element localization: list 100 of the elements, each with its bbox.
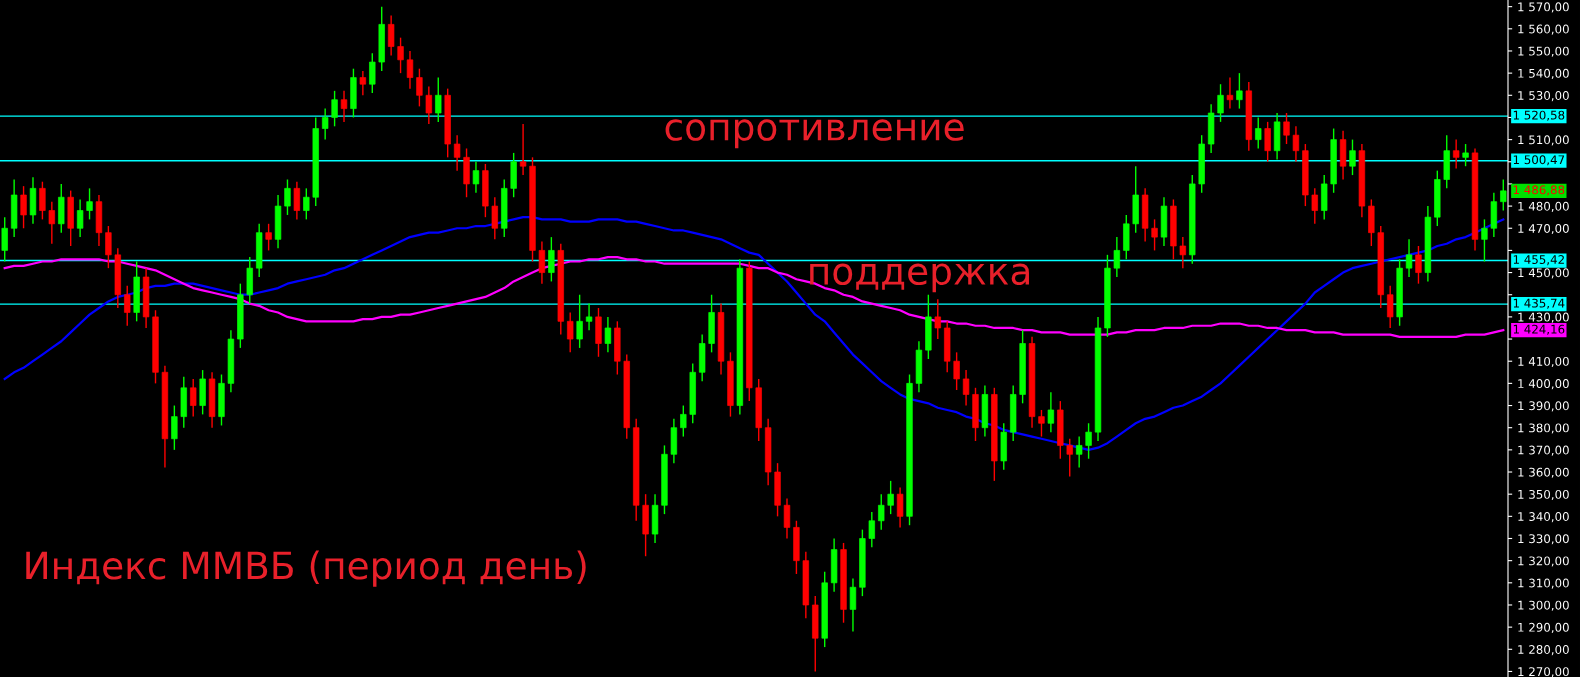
candlestick (953, 351, 960, 391)
candlestick (1066, 438, 1073, 478)
y-tick-label: 1 510,00 (1518, 135, 1569, 146)
candlestick (1387, 285, 1394, 329)
y-tick-label: 1 530,00 (1518, 91, 1569, 102)
text: 1 486,88 (1513, 185, 1565, 196)
ref-line-label: 1 435,74 (1513, 298, 1565, 309)
ref-line-label: 1 520,58 (1513, 110, 1565, 121)
y-tick-label: 1 560,00 (1518, 24, 1569, 35)
candlestick (878, 493, 885, 531)
candlestick (171, 404, 178, 451)
y-tick-label: 1 310,00 (1518, 578, 1569, 589)
y-tick-label: 1 270,00 (1518, 667, 1569, 677)
candlestick (369, 52, 376, 94)
annotation: сопротивление (665, 119, 964, 149)
candlestick (124, 285, 131, 327)
y-tick-label: 1 340,00 (1518, 512, 1569, 523)
candlestick (86, 187, 93, 221)
y-tick-label: 1 430,00 (1518, 312, 1569, 323)
y-tick-label: 1 290,00 (1518, 622, 1569, 633)
y-tick-label: 1 350,00 (1518, 489, 1569, 501)
candlestick (1075, 435, 1083, 469)
y-tick-label: 1 320,00 (1518, 556, 1569, 567)
candlestick (1179, 236, 1187, 269)
y-tick-label: 1 450,00 (1518, 268, 1569, 279)
y-tick-label: 1 330,00 (1518, 534, 1569, 545)
candlestick (1415, 245, 1422, 285)
candlestick (397, 36, 404, 74)
candlestick (491, 196, 498, 241)
y-tick-label: 1 360,00 (1518, 467, 1569, 478)
candlestick (406, 50, 414, 90)
candlestick (1047, 391, 1055, 433)
y-tick-label: 1 550,00 (1518, 46, 1569, 57)
text: 1 424,16 (1513, 324, 1565, 335)
y-tick-label: 1 280,00 (1518, 645, 1569, 656)
line-series (3, 255, 1505, 338)
y-tick-label: 1 390,00 (1518, 401, 1569, 412)
y-tick-label: 1 410,00 (1518, 356, 1569, 368)
candlestick (387, 14, 395, 57)
candlestick (20, 185, 27, 229)
y-tick-label: 1 300,00 (1518, 600, 1569, 611)
candlestick (76, 198, 84, 238)
y-tick-label: 1 470,00 (1518, 223, 1569, 235)
candlestick (1085, 422, 1092, 460)
candlestick (1, 216, 8, 263)
candlestick (359, 70, 367, 96)
candlestick (1236, 72, 1243, 110)
candlestick (1226, 76, 1234, 110)
candlestick (1349, 138, 1356, 176)
candlestick (1452, 138, 1460, 170)
candlestick (425, 85, 433, 125)
candlestick (538, 240, 546, 285)
candlestick (105, 225, 112, 269)
y-tick-label: 1 480,00 (1518, 201, 1569, 212)
candlestick (1405, 238, 1413, 278)
candlestick (472, 161, 480, 194)
candlestick (548, 236, 555, 283)
annotation: поддержка (810, 263, 1029, 293)
candlestick (1264, 121, 1271, 163)
candlestick (934, 298, 941, 340)
candlestick (321, 107, 329, 141)
candlestick (265, 223, 272, 252)
ref-line-label: 1 455,42 (1513, 255, 1564, 266)
y-tick-label: 1 570,00 (1518, 2, 1569, 13)
candlestick (435, 76, 442, 123)
text: Индекс ММВБ (период день) (26, 550, 586, 587)
candlestick (868, 511, 875, 549)
candlestick (1462, 143, 1469, 167)
candlestick (680, 404, 687, 438)
candlestick (331, 90, 338, 128)
candlestick (962, 369, 970, 407)
candlestick (39, 181, 46, 221)
candlestick (284, 178, 291, 216)
candlestick (567, 311, 574, 354)
candlestick (293, 181, 301, 221)
candlestick (1217, 83, 1224, 123)
candlestick (1255, 116, 1262, 150)
candlestick (896, 486, 904, 529)
y-tick-label: 1 380,00 (1518, 423, 1569, 434)
candlestick (416, 68, 423, 108)
candlestick (1038, 409, 1045, 438)
candlestick (576, 294, 583, 349)
candlestick (1481, 218, 1488, 263)
y-tick-label: 1 540,00 (1518, 68, 1569, 79)
candlestick (303, 187, 310, 221)
candlestick (48, 200, 56, 245)
candlestick (519, 123, 527, 176)
candlestick (783, 497, 791, 540)
candlestick (340, 90, 348, 123)
candlestick (1113, 236, 1121, 278)
y-tick-label: 1 370,00 (1518, 445, 1569, 456)
candlestick (453, 134, 461, 172)
candlestick (585, 302, 593, 331)
ref-line-label: 1 500,47 (1513, 155, 1565, 166)
candlestick (849, 577, 857, 633)
candlestick (604, 316, 612, 354)
candlestick (1151, 218, 1158, 252)
candlestick (887, 480, 894, 515)
candlestick (1292, 125, 1300, 163)
candlestick (190, 378, 197, 418)
